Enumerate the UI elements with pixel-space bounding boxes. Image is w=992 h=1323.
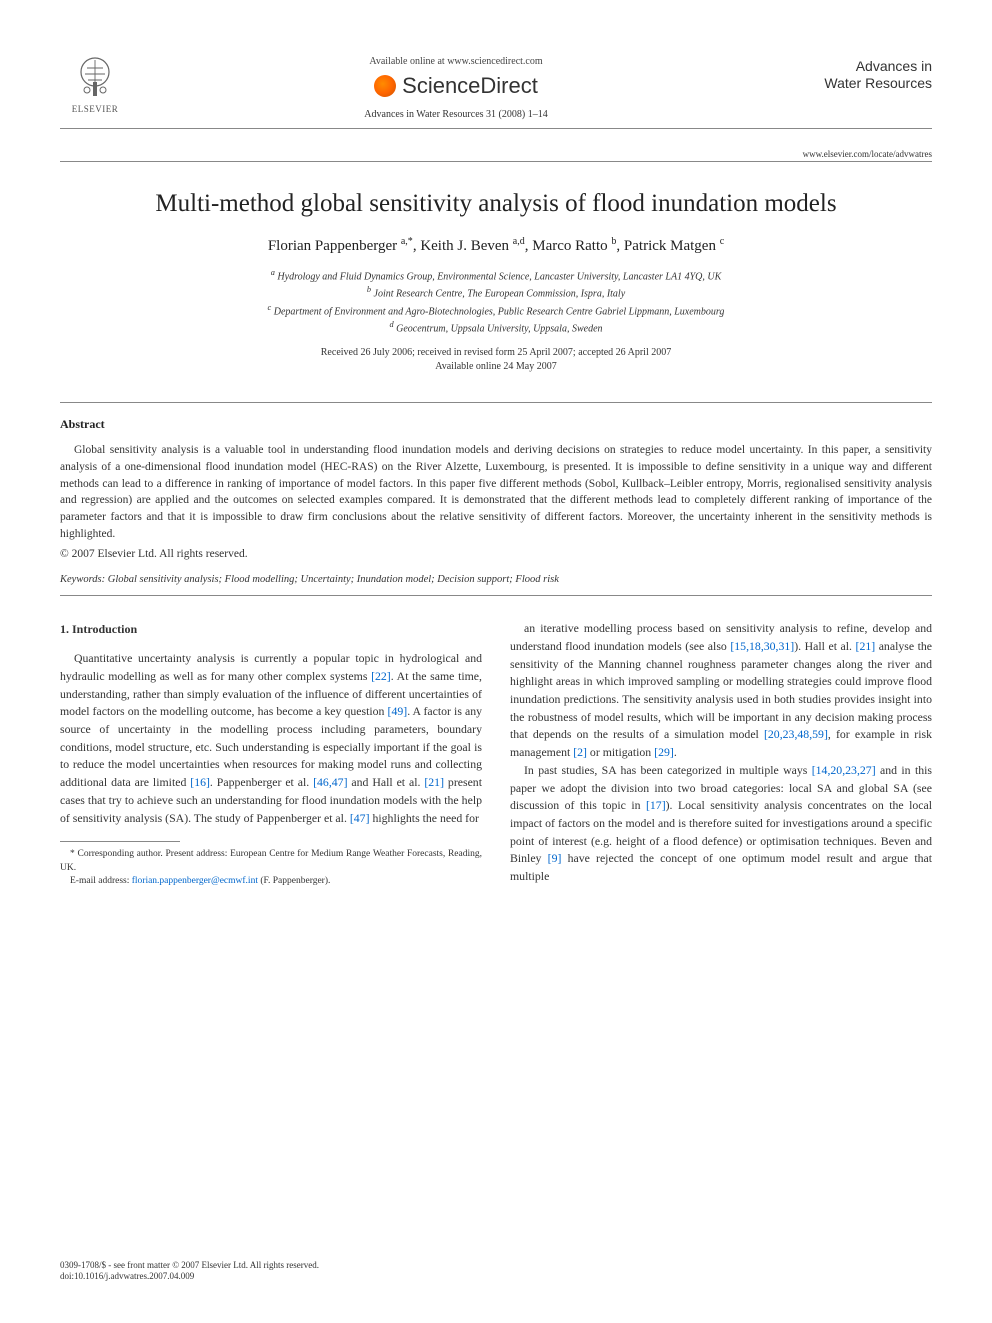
email-footnote: E-mail address: florian.pappenberger@ecm… <box>60 875 482 888</box>
elsevier-tree-icon <box>70 52 120 102</box>
keywords-line: Keywords: Global sensitivity analysis; F… <box>60 574 932 585</box>
email-address[interactable]: florian.pappenberger@ecmwf.int <box>132 876 258 886</box>
abstract-bottom-rule <box>60 595 932 596</box>
journal-url: www.elsevier.com/locate/advwatres <box>60 149 932 159</box>
journal-title-line1: Advances in <box>856 58 932 74</box>
paper-title: Multi-method global sensitivity analysis… <box>60 190 932 218</box>
intro-paragraph-3: In past studies, SA has been categorized… <box>510 762 932 886</box>
column-left: 1. Introduction Quantitative uncertainty… <box>60 620 482 888</box>
header-rule-bottom <box>60 161 932 162</box>
center-header: Available online at www.sciencedirect.co… <box>130 52 782 120</box>
sciencedirect-text: ScienceDirect <box>402 73 538 99</box>
journal-title: Advances in Water Resources <box>782 58 932 92</box>
affiliations: a Hydrology and Fluid Dynamics Group, En… <box>60 267 932 336</box>
dates-line2: Available online 24 May 2007 <box>60 360 932 374</box>
journal-reference: Advances in Water Resources 31 (2008) 1–… <box>130 109 782 120</box>
intro-paragraph-1: Quantitative uncertainty analysis is cur… <box>60 650 482 827</box>
dates: Received 26 July 2006; received in revis… <box>60 346 932 374</box>
sciencedirect-swirl-icon <box>374 75 396 97</box>
corresponding-footnote: * Corresponding author. Present address:… <box>60 848 482 875</box>
header-rule-top <box>60 128 932 129</box>
footer-line1: 0309-1708/$ - see front matter © 2007 El… <box>60 1260 319 1272</box>
authors: Florian Pappenberger a,*, Keith J. Beven… <box>60 236 932 255</box>
abstract-heading: Abstract <box>60 417 932 432</box>
available-online-text: Available online at www.sciencedirect.co… <box>130 56 782 67</box>
dates-line1: Received 26 July 2006; received in revis… <box>60 346 932 360</box>
sciencedirect-logo: ScienceDirect <box>130 73 782 99</box>
keywords-text: Global sensitivity analysis; Flood model… <box>108 574 559 585</box>
abstract-text: Global sensitivity analysis is a valuabl… <box>60 442 932 542</box>
keywords-label: Keywords: <box>60 574 105 585</box>
body-columns: 1. Introduction Quantitative uncertainty… <box>60 620 932 888</box>
journal-title-line2: Water Resources <box>824 75 932 91</box>
footer-line2: doi:10.1016/j.advwatres.2007.04.009 <box>60 1271 319 1283</box>
email-suffix: (F. Pappenberger). <box>260 876 330 886</box>
column-right: an iterative modelling process based on … <box>510 620 932 888</box>
intro-heading: 1. Introduction <box>60 620 482 638</box>
email-label: E-mail address: <box>70 876 129 886</box>
copyright: © 2007 Elsevier Ltd. All rights reserved… <box>60 548 932 560</box>
abstract-body: Global sensitivity analysis is a valuabl… <box>60 442 932 542</box>
intro-paragraph-2: an iterative modelling process based on … <box>510 620 932 762</box>
journal-title-block: Advances in Water Resources <box>782 52 932 92</box>
page-header: ELSEVIER Available online at www.science… <box>60 52 932 120</box>
footnote-rule <box>60 841 180 842</box>
elsevier-logo-block: ELSEVIER <box>60 52 130 114</box>
elsevier-label: ELSEVIER <box>72 104 119 114</box>
page-footer: 0309-1708/$ - see front matter © 2007 El… <box>60 1260 319 1283</box>
abstract-top-rule <box>60 402 932 403</box>
